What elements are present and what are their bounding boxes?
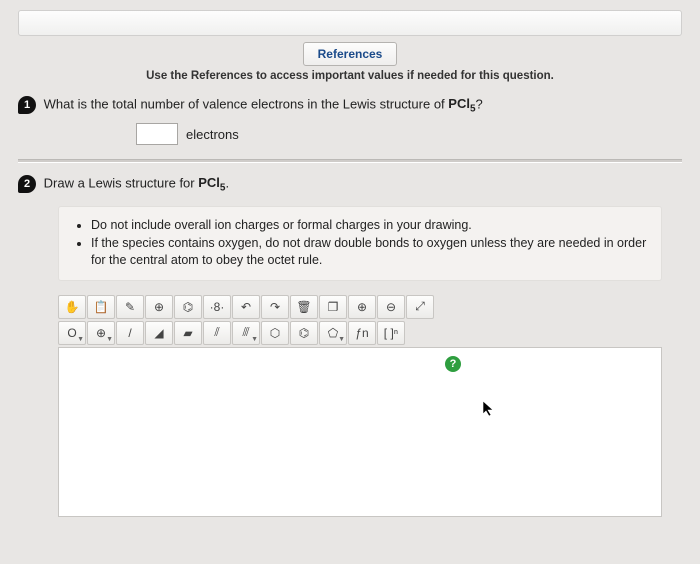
trash-icon[interactable]: 🗑: [290, 295, 318, 319]
instruction-bullet-1: Do not include overall ion charges or fo…: [91, 217, 647, 235]
help-icon[interactable]: ?: [445, 356, 461, 372]
question-1-badge: 1: [18, 96, 36, 114]
fit-icon[interactable]: ⤢: [406, 295, 434, 319]
electrons-unit-label: electrons: [186, 127, 239, 142]
paste-icon[interactable]: 📋: [87, 295, 115, 319]
instruction-bullet-2: If the species contains oxygen, do not d…: [91, 235, 647, 270]
single-bond[interactable]: /: [116, 321, 144, 345]
target-icon[interactable]: ⊕: [145, 295, 173, 319]
references-button[interactable]: References: [303, 42, 398, 66]
drawing-canvas[interactable]: ?: [58, 347, 662, 517]
question-1: 1 What is the total number of valence el…: [18, 96, 682, 115]
q2-text: Draw a Lewis structure for: [44, 175, 199, 190]
section-divider: [18, 159, 682, 163]
bold-bond[interactable]: ▰: [174, 321, 202, 345]
oxygen-atom[interactable]: O▼: [58, 321, 86, 345]
zoom-in-icon[interactable]: ⊕: [348, 295, 376, 319]
q1-text: What is the total number of valence elec…: [44, 96, 449, 111]
hexagon-icon[interactable]: ⬡: [261, 321, 289, 345]
editor-toolbar-row-1: ✋📋✎⊕⌬·8·↶↷🗑❐⊕⊖⤢: [58, 295, 662, 319]
undo-icon[interactable]: ↶: [232, 295, 260, 319]
copy-icon[interactable]: ❐: [319, 295, 347, 319]
question-2-badge: 2: [18, 175, 36, 193]
bracket-icon[interactable]: [ ]ⁿ: [377, 321, 405, 345]
atom-icon[interactable]: ·8·: [203, 295, 231, 319]
zoom-out-icon[interactable]: ⊖: [377, 295, 405, 319]
func-group[interactable]: ƒn: [348, 321, 376, 345]
triple-bond[interactable]: ⫻▼: [232, 321, 260, 345]
charge-icon[interactable]: ⊕▼: [87, 321, 115, 345]
chain-icon[interactable]: ⌬: [174, 295, 202, 319]
instructions-box: Do not include overall ion charges or fo…: [58, 206, 662, 281]
references-helper-text: Use the References to access important v…: [18, 70, 682, 82]
pentagon-icon[interactable]: ⬠▼: [319, 321, 347, 345]
structure-editor: ✋📋✎⊕⌬·8·↶↷🗑❐⊕⊖⤢ O▼⊕▼/◢▰⫽⫻▼⬡⌬⬠▼ƒn[ ]ⁿ ?: [58, 295, 662, 517]
pencil-icon[interactable]: ✎: [116, 295, 144, 319]
benzene-icon[interactable]: ⌬: [290, 321, 318, 345]
double-bond[interactable]: ⫽: [203, 321, 231, 345]
redo-icon[interactable]: ↷: [261, 295, 289, 319]
hand-icon[interactable]: ✋: [58, 295, 86, 319]
top-gradient-bar: [18, 10, 682, 36]
question-2: 2 Draw a Lewis structure for PCl5.: [18, 175, 682, 194]
editor-toolbar-row-2: O▼⊕▼/◢▰⫽⫻▼⬡⌬⬠▼ƒn[ ]ⁿ: [58, 321, 662, 345]
wedge-bond[interactable]: ◢: [145, 321, 173, 345]
electrons-input[interactable]: [136, 123, 178, 145]
